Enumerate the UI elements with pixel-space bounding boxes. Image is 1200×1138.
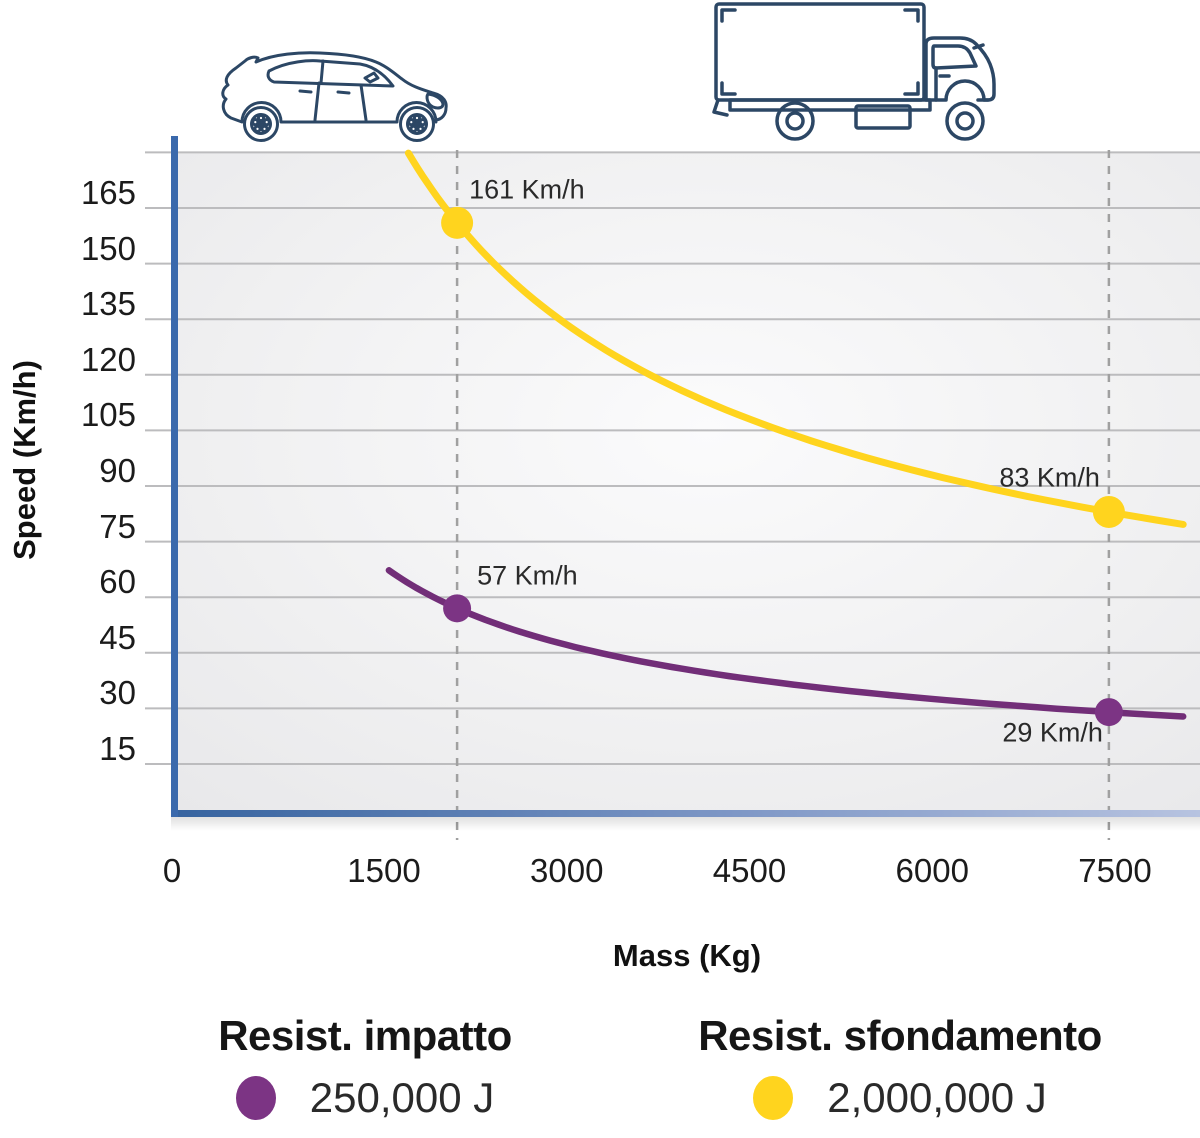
truck-fuel-tank (854, 104, 912, 130)
dashed-guides (455, 150, 1111, 840)
car-body (221, 51, 448, 124)
legend-sfondamento-value: 2,000,000 J (753, 1074, 1047, 1122)
point-label: 57 Km/h (477, 560, 578, 591)
y-axis-line (171, 136, 178, 817)
y-tick-label: 165 (80, 173, 136, 211)
x-tick-label: 6000 (895, 852, 969, 889)
point-label: 29 Km/h (1002, 717, 1103, 748)
legend-impatto-title: Resist. impatto (218, 1012, 512, 1059)
car-headlight (425, 92, 445, 110)
x-axis-line (171, 810, 1200, 817)
sfondamento-energy: 2,000,000 J (827, 1074, 1047, 1121)
y-tick-label: 30 (99, 674, 136, 712)
point-label: 83 Km/h (999, 462, 1100, 493)
truck-rear-wheel (775, 101, 815, 141)
truck-cab-details (934, 43, 990, 102)
truck-chassis (728, 98, 932, 112)
y-tick-label: 135 (80, 285, 136, 323)
truck-front-wheel (945, 101, 985, 141)
legend-sfondamento-title: Resist. sfondamento (698, 1012, 1102, 1059)
y-tick-label: 90 (99, 451, 136, 489)
x-tick-label: 0 (162, 852, 182, 889)
x-tick-label: 1500 (347, 852, 421, 889)
y-tick-label: 60 (99, 563, 136, 601)
x-tick-label: 7500 (1078, 852, 1152, 889)
data-point-dot (1092, 495, 1125, 528)
y-tick-label: 150 (80, 229, 136, 267)
y-tick-label: 120 (80, 340, 136, 378)
car-icon (221, 51, 448, 142)
data-point-dot (441, 206, 474, 239)
axis-shadow (171, 817, 1200, 831)
car-glasshouse (266, 59, 395, 88)
truck-cab (924, 36, 996, 102)
car-front-wheel (399, 106, 435, 142)
y-tick-label: 15 (99, 730, 136, 767)
truck-rear-flap (712, 98, 729, 117)
car-mirror (363, 71, 380, 84)
x-axis-title: Mass (Kg) (612, 938, 762, 973)
truck-icon (712, 2, 996, 141)
y-axis-title: Speed (Km/h) (7, 360, 42, 560)
legend-sfondamento: Resist. sfondamento 2,000,000 J (630, 1012, 1170, 1122)
x-tick-label: 3000 (530, 852, 604, 889)
point-label: 161 Km/h (469, 174, 585, 205)
sfondamento-dot-icon (753, 1076, 794, 1120)
truck-windshield (931, 44, 978, 70)
gridlines (145, 151, 1200, 765)
x-tick-label: 4500 (712, 852, 787, 889)
car-details (298, 59, 368, 122)
impatto-dot-icon (235, 1076, 276, 1120)
data-dots (441, 206, 1125, 727)
data-point-dot (443, 594, 472, 623)
car-rear-wheel (243, 106, 279, 142)
legend-impatto-value: 250,000 J (235, 1074, 495, 1122)
data-point-dot (1094, 698, 1123, 727)
legend-impatto: Resist. impatto 250,000 J (150, 1012, 580, 1122)
y-tick-label: 105 (80, 396, 136, 434)
curve-resist-sfondamento (404, 149, 1187, 528)
y-tick-label: 45 (99, 618, 136, 656)
plot-background (176, 152, 1200, 813)
y-tick-label: 75 (99, 507, 136, 545)
impatto-energy: 250,000 J (309, 1074, 495, 1121)
truck-box-corners (720, 8, 920, 96)
legend: Resist. impatto 250,000 J Resist. sfonda… (0, 1012, 1200, 1138)
